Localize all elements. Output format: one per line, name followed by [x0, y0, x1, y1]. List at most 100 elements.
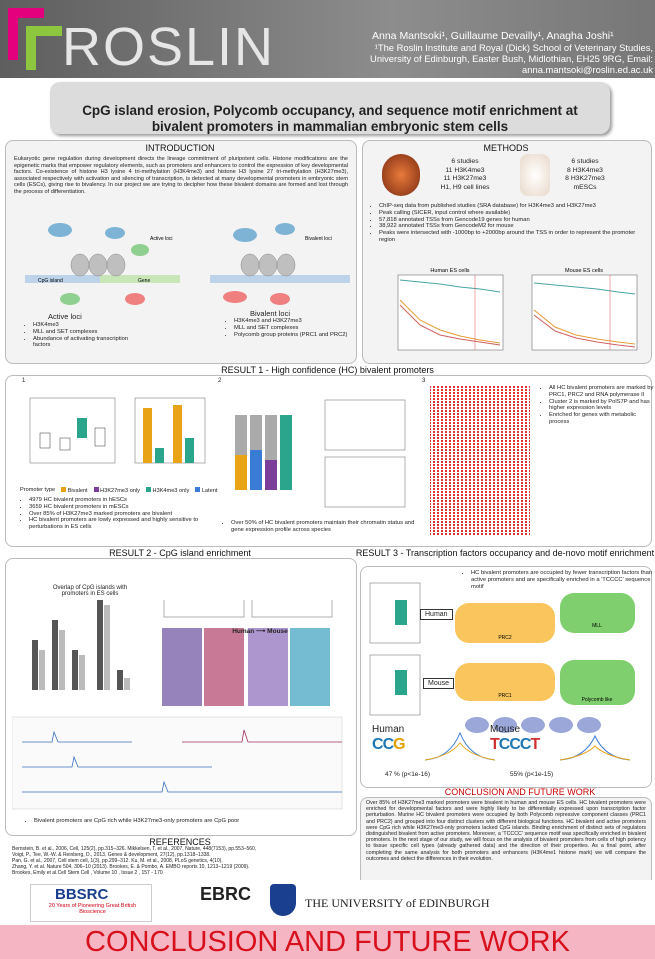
line: 6 studies [571, 158, 599, 165]
affiliation: ¹The Roslin Institute and Royal (Dick) S… [370, 42, 653, 75]
bullet: HC bivalent promoters are lowly expresse… [29, 517, 219, 531]
legend-label: Latent [201, 488, 218, 494]
motif-species: Human [372, 724, 405, 735]
bullet: MLL and SET complexes [234, 325, 359, 332]
motif-logo: CCG [372, 736, 406, 753]
active-label: Active loci [48, 312, 82, 321]
line: Voigt, P., Tee, W.-W. & Reinberg, D., 20… [12, 852, 211, 858]
references: Bernstein, B. et al., 2006, Cell, 125(2)… [12, 846, 352, 876]
bullet: 57,818 annotated TSSs from Gencode19 gen… [379, 217, 651, 224]
result2-tracks [12, 716, 343, 810]
motif-species: Mouse [490, 724, 521, 735]
line: Bernstein, B. et al., 2006, Cell, 125(2)… [12, 846, 257, 852]
logo-mark [8, 8, 62, 70]
banner-text: CONCLUSION AND FUTURE WORK [85, 926, 570, 958]
bullet: H3K4me3 and H3K27me3 [234, 318, 359, 325]
intro-diagram: CpG island Gene Active loci Bivalent loc… [25, 223, 350, 305]
line: 8 H3K4me3 [567, 166, 603, 174]
bullet: ChIP-seq data from published studies (SR… [379, 203, 651, 210]
line: mESCs [573, 183, 597, 191]
diagram-label: Active loci [150, 236, 173, 242]
bullet: Bivalent promoters are CpG rich while H3… [34, 818, 354, 825]
bullet: 4979 HC bivalent promoters in hESCs [29, 497, 219, 504]
legend-title: Promoter type [20, 487, 56, 493]
methods-heading: METHODS [483, 143, 529, 153]
result1-heatmap [430, 385, 530, 535]
intro-text: Eukaryotic gene regulation during develo… [14, 156, 348, 195]
logo-text: ROSLIN [62, 17, 276, 77]
motif-density [424, 731, 631, 761]
banner [0, 925, 655, 959]
result3-figs: PRC2 PRC1 MLL Polycomb like [369, 582, 635, 733]
embryo-photo [382, 154, 420, 196]
motif-stat: 55% (p<1e-15) [510, 771, 554, 778]
bbsrc-logo [30, 884, 152, 922]
legend-item: H3K27me3 only [93, 487, 140, 494]
line: Brookes, Emily et al.Cell Stem Cell , Vo… [12, 870, 163, 876]
result1-heading: RESULT 1 - High confidence (HC) bivalent… [221, 365, 434, 375]
methods-bullets: ChIP-seq data from published studies (SR… [370, 203, 651, 244]
intro-heading: INTRODUCTION [145, 143, 215, 153]
bullet: Peak calling (SICER, input control where… [379, 210, 651, 217]
bbsrc-tagline: 20 Years of Pioneering Great British Bio… [48, 903, 137, 915]
bullet: All HC bivalent promoters are marked by … [549, 385, 654, 399]
panel-number: 3 [422, 378, 426, 384]
bullet: 3659 HC bivalent promoters in mESCs [29, 504, 219, 511]
result2-chart-title: Overlap of CpG islands with promoters in… [52, 585, 128, 597]
bullet: H3K4me3 [33, 322, 143, 329]
result3-heading: RESULT 3 - Transcription factors occupan… [355, 548, 655, 558]
logos-bar [0, 880, 655, 925]
bullet: Polycomb group proteins (PRC1 and PRC2) [234, 332, 359, 339]
title: CpG island erosion, Polycomb occupancy, … [82, 103, 578, 134]
result1-fig1 [29, 397, 206, 464]
university-name: THE UNIVERSITY of EDINBURGH [305, 896, 490, 910]
conclusion-text: Over 85% of H3K27me3 marked promoters we… [366, 800, 646, 862]
header [0, 0, 655, 78]
ebrc-logo: EBRC [200, 884, 252, 904]
complex-label: MLL [592, 623, 602, 629]
species-box: Human [420, 609, 453, 620]
legend-label: Bivalent [67, 488, 88, 494]
diagram-label: Bivalent loci [305, 236, 332, 242]
line: 8 H3K27me3 [565, 175, 605, 182]
title-box [50, 82, 610, 134]
bullet: Peaks were intersected with -1000bp to +… [379, 230, 651, 244]
motif-stat: 47 % (p<1e-16) [385, 771, 430, 778]
line: Pan, G. et al., 2007, Cell stem cell, 1(… [12, 858, 223, 864]
bbsrc-name: BBSRC [55, 886, 109, 903]
bivalent-label: Bivalent loci [250, 309, 291, 318]
result2-direction: Human ⟶ Mouse [232, 628, 288, 635]
result1-fig2 [235, 399, 406, 508]
chart-title: Human ES cells [430, 268, 469, 274]
uoe-crest [270, 884, 296, 916]
legend-label: H3K27me3 only [100, 488, 140, 494]
line: 11 H3K27me3 [443, 175, 487, 182]
result2-heading: RESULT 2 - CpG island enrichment [109, 548, 251, 558]
methods-charts: Human ES cells Mouse ES cells [397, 268, 638, 351]
line: 6 studies [451, 158, 479, 165]
mouse-photo [520, 154, 550, 196]
panel-number: 2 [218, 378, 222, 384]
complex-label: PRC1 [498, 693, 512, 699]
references-heading: REFERENCES [149, 837, 211, 847]
legend-item: Bivalent [61, 487, 88, 494]
conclusion-heading: CONCLUSION AND FUTURE WORK [444, 787, 596, 797]
result1-bullets-mid: Over 50% of HC bivalent promoters mainta… [222, 520, 426, 534]
complex-label: PRC2 [498, 635, 512, 641]
bullet: Enriched for genes with metabolic proces… [549, 412, 654, 426]
diagram-label: Gene [138, 278, 150, 284]
bullet: MLL and SET complexes [33, 329, 143, 336]
result2-bullet: Bivalent promoters are CpG rich while H3… [25, 818, 354, 825]
human-studies: 6 studies 11 H3K4me3 11 H3K27me3 H1, H9 cel… [425, 158, 505, 192]
intro-panel [5, 140, 357, 364]
complex-label: Polycomb like [582, 697, 613, 703]
result2-figs [32, 600, 333, 706]
active-bullets: H3K4me3MLL and SET complexesAbundance of… [24, 322, 143, 349]
bullet: HC bivalent promoters are occupied by fe… [471, 570, 655, 590]
mouse-studies: 6 studies 8 H3K4me3 8 H3K27me3 mESCs [545, 158, 625, 192]
species-box: Mouse [423, 678, 455, 689]
legend-label: H3K4me3 only [152, 488, 190, 494]
result1-bullets-right: All HC bivalent promoters are marked by … [540, 385, 654, 426]
legend-item: H3K4me3 only [145, 487, 190, 494]
